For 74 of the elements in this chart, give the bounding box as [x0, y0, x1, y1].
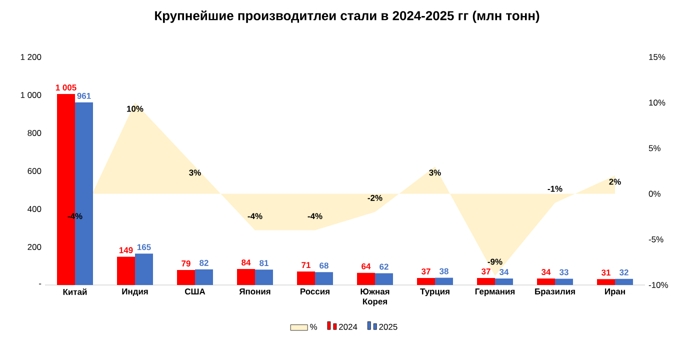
bar — [477, 278, 496, 285]
data-label: 1 005 — [56, 84, 76, 91]
data-label: 10% — [127, 106, 144, 112]
bar — [417, 278, 436, 285]
bar — [117, 256, 136, 285]
bar — [555, 278, 574, 285]
data-label: 2% — [609, 178, 621, 185]
data-label: 34 — [499, 269, 509, 276]
legend-label: 2024 — [339, 324, 358, 330]
x-tick-label: Турция — [420, 288, 450, 296]
data-label: 32 — [619, 269, 628, 276]
data-label: 33 — [559, 269, 568, 276]
data-label: 149 — [119, 247, 133, 254]
y2-tick-label: -5% — [648, 236, 664, 242]
y-tick-label: 200 — [28, 244, 42, 250]
data-label: 3% — [429, 170, 441, 176]
data-label: 81 — [260, 260, 268, 266]
data-label: 37 — [421, 268, 430, 274]
data-label: 64 — [362, 263, 371, 270]
y2-tick-label: 0% — [648, 190, 660, 197]
legend-label: % — [310, 324, 318, 330]
data-label: 79 — [182, 260, 190, 266]
data-label: 71 — [302, 262, 310, 268]
x-tick-label: Япония — [239, 288, 270, 294]
data-label: 961 — [77, 92, 91, 99]
bar — [357, 272, 376, 285]
x-tick-label: Россия — [300, 288, 330, 294]
data-label: 84 — [242, 260, 251, 266]
y-tick-label: 800 — [28, 130, 42, 136]
data-label: 165 — [137, 244, 151, 250]
data-label: 3% — [189, 170, 201, 176]
data-label: -1% — [548, 186, 562, 192]
legend-label: 2025 — [379, 324, 398, 330]
x-tick-label: США — [184, 288, 206, 295]
bar — [135, 254, 154, 285]
bar — [615, 278, 634, 285]
data-label: -4% — [68, 213, 82, 220]
x-tick-label: Южная Корея — [360, 288, 390, 306]
bar — [255, 270, 274, 285]
data-label: -9% — [488, 258, 502, 265]
y-tick-label: 400 — [28, 206, 42, 212]
y-tick-label: 1 000 — [20, 92, 42, 98]
y-tick-label: 1 200 — [20, 54, 42, 60]
bar — [435, 278, 454, 285]
data-label: 34 — [541, 269, 551, 276]
x-tick-label: Германия — [475, 288, 515, 296]
bar — [315, 272, 334, 285]
data-label: -4% — [248, 213, 262, 220]
bar — [195, 269, 214, 285]
y2-tick-label: 15% — [649, 54, 666, 60]
y-tick-label: 600 — [28, 168, 42, 174]
x-tick-label: Бразилия — [535, 288, 575, 296]
data-label: 82 — [200, 260, 208, 266]
x-tick-label: Индия — [122, 288, 148, 296]
data-label: -4% — [308, 213, 322, 220]
y2-tick-label: -10% — [648, 282, 668, 288]
data-label: 62 — [380, 264, 388, 270]
data-label: 31 — [601, 270, 610, 276]
bar — [597, 279, 616, 285]
y2-tick-label: 5% — [648, 145, 660, 152]
x-tick-label: Иран — [605, 288, 625, 296]
data-label: 38 — [439, 268, 448, 274]
bar — [537, 278, 556, 285]
bar — [495, 278, 514, 285]
bar — [375, 273, 394, 285]
chart-title: Крупнейшие производитлеи стали в 2024-2025 гг (млн тонн) — [155, 10, 540, 23]
data-label: 68 — [320, 262, 328, 269]
bar — [237, 269, 256, 285]
bar — [297, 272, 316, 285]
bar — [177, 270, 196, 285]
data-label: -2% — [368, 194, 382, 201]
y2-tick-label: 10% — [649, 100, 666, 106]
x-tick-label: Китай — [63, 288, 87, 295]
data-label: 37 — [481, 268, 490, 274]
